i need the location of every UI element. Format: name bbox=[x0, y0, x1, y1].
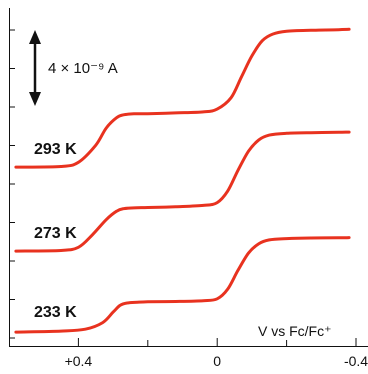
x-tick-label: 0 bbox=[213, 353, 221, 369]
series-label-233k: 233 K bbox=[34, 304, 77, 321]
series-line-293k bbox=[14, 27, 351, 169]
scale-bar-label: 4 × 10⁻⁹ A bbox=[48, 60, 118, 77]
x-tick-label: -0.4 bbox=[344, 353, 368, 369]
series-label-293k: 293 K bbox=[34, 141, 77, 158]
x-tick-label: +0.4 bbox=[65, 353, 93, 369]
series-label-273k: 273 K bbox=[34, 225, 77, 242]
series-line-233k bbox=[14, 236, 351, 334]
y-ticks bbox=[9, 29, 15, 339]
plot-area bbox=[14, 27, 351, 334]
scale-bar bbox=[29, 30, 41, 106]
x-axis-label: V vs Fc/Fc⁺ bbox=[258, 323, 332, 339]
x-ticks: +0.4 0 -0.4 bbox=[65, 338, 368, 369]
series-line-273k bbox=[14, 130, 351, 253]
